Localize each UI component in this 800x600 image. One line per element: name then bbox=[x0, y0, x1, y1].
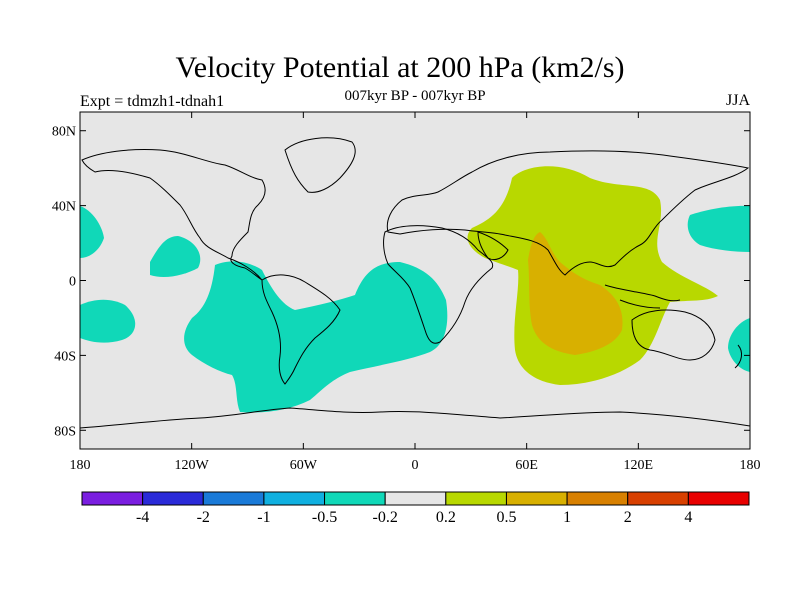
colorbar-swatch bbox=[202, 491, 265, 506]
negative-east-pacific-region bbox=[80, 299, 136, 343]
lat-tick-label: 0 bbox=[69, 275, 76, 290]
axis-ticks bbox=[79, 112, 751, 449]
positive-indian-ocean-region bbox=[467, 166, 718, 385]
map-title: Velocity Potential at 200 hPa (km2/s) bbox=[175, 51, 625, 84]
colorbar-label: 0.2 bbox=[436, 509, 456, 526]
negative-west-pacific-region bbox=[687, 205, 750, 252]
coastline-new-zealand bbox=[734, 344, 743, 369]
positive-indian-ocean-core bbox=[528, 232, 623, 355]
colorbar-swatch bbox=[687, 491, 750, 506]
shaded-regions bbox=[80, 166, 750, 413]
experiment-label: Expt = tdmzh1-tdnah1 bbox=[80, 93, 225, 110]
colorbar-swatch bbox=[384, 491, 447, 506]
colorbar-labels: -4 -2 -1 -0.5 -0.2 0.2 0.5 1 2 4 bbox=[136, 509, 692, 526]
colorbar-swatch bbox=[445, 491, 507, 506]
negative-east-pacific-upper-region bbox=[150, 236, 201, 278]
lon-tick-label: 120W bbox=[175, 458, 210, 473]
lon-tick-label: 0 bbox=[412, 458, 419, 473]
coastline-indonesia bbox=[604, 284, 681, 309]
season-label: JJA bbox=[725, 92, 750, 109]
coastline-south-america bbox=[261, 274, 341, 385]
colorbar-label: 2 bbox=[624, 509, 632, 526]
colorbar-swatch bbox=[566, 491, 629, 506]
colorbar-swatch bbox=[627, 491, 689, 506]
lon-tick-label: 60W bbox=[290, 458, 318, 473]
colorbar bbox=[81, 491, 750, 506]
coastline-eurasia bbox=[386, 150, 750, 276]
lon-tick-label: 180 bbox=[70, 458, 91, 473]
colorbar-swatch bbox=[505, 491, 568, 506]
colorbar-swatch bbox=[324, 491, 386, 506]
colorbar-swatch bbox=[81, 491, 144, 506]
negative-southwest-pacific-region bbox=[728, 318, 750, 372]
colorbar-label: 1 bbox=[563, 509, 571, 526]
axis-tick-labels: 80N 40N 0 40S 80S 180 120W 60W 0 60E 120E 180 bbox=[52, 125, 761, 473]
colorbar-swatch bbox=[142, 491, 204, 506]
colorbar-label: 0.5 bbox=[496, 509, 516, 526]
lon-tick-label: 120E bbox=[624, 458, 654, 473]
coastline-north-america bbox=[81, 149, 266, 281]
colorbar-swatch bbox=[263, 491, 326, 506]
coastline-arabia bbox=[477, 231, 509, 261]
lon-tick-label: 180 bbox=[740, 458, 761, 473]
coastline-australia bbox=[631, 309, 716, 361]
lon-tick-label: 60E bbox=[515, 458, 538, 473]
lat-tick-label: 80N bbox=[52, 125, 76, 140]
negative-west-edge-region bbox=[80, 206, 104, 258]
colorbar-label: -4 bbox=[136, 509, 149, 526]
colorbar-label: -1 bbox=[257, 509, 270, 526]
lat-tick-label: 40S bbox=[54, 349, 76, 364]
colorbar-label: -0.2 bbox=[373, 509, 398, 526]
colorbar-label: 4 bbox=[684, 509, 692, 526]
coastline-antarctica bbox=[79, 407, 751, 429]
colorbar-label: -2 bbox=[197, 509, 210, 526]
lat-tick-label: 80S bbox=[54, 424, 76, 439]
lat-tick-label: 40N bbox=[52, 200, 76, 215]
coastline-africa bbox=[383, 225, 494, 344]
coastlines bbox=[79, 137, 751, 429]
colorbar-label: -0.5 bbox=[312, 509, 337, 526]
map-subtitle: 007kyr BP - 007kyr BP bbox=[344, 88, 486, 104]
coastline-greenland bbox=[284, 137, 356, 193]
